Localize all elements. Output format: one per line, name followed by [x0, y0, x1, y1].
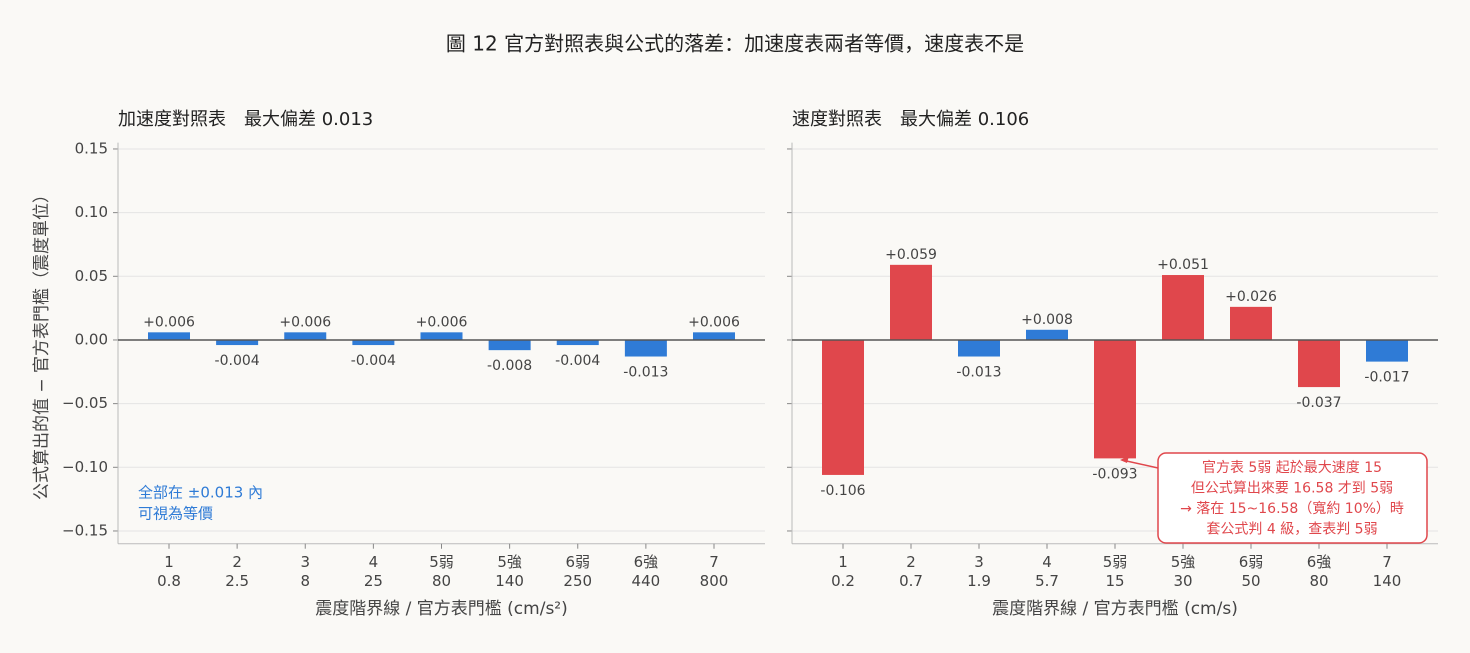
value-label: +0.006 — [143, 314, 195, 330]
value-label: -0.106 — [820, 483, 865, 499]
threshold-label: 0.7 — [899, 572, 923, 590]
y-tick-label: 0.05 — [75, 267, 108, 285]
x-tick-label: 1 — [164, 553, 174, 571]
y-tick-label: 0.15 — [75, 139, 108, 157]
x-tick-label: 3 — [300, 553, 310, 571]
y-tick-label: 0.10 — [75, 203, 108, 221]
y-tick-label: −0.10 — [62, 458, 108, 476]
bar — [148, 332, 190, 340]
value-label: +0.006 — [416, 314, 468, 330]
threshold-label: 800 — [700, 572, 729, 590]
value-label: -0.037 — [1296, 395, 1341, 411]
annotation-box — [1157, 452, 1428, 544]
threshold-label: 15 — [1105, 572, 1124, 590]
figure-title: 圖 12 官方對照表與公式的落差：加速度表兩者等價，速度表不是 — [446, 32, 1024, 56]
x-tick-label: 7 — [1382, 553, 1392, 571]
threshold-label: 0.8 — [157, 572, 181, 590]
y-axis-label: 公式算出的值 − 官方表門檻（震度單位） — [32, 186, 52, 500]
value-label: -0.004 — [351, 353, 396, 369]
threshold-label: 440 — [632, 572, 661, 590]
x-tick-label: 6弱 — [1239, 553, 1264, 571]
annotation-text: 套公式判 4 級，查表判 5弱 — [1206, 522, 1377, 538]
x-tick-label: 5弱 — [1103, 553, 1128, 571]
annotation-text: → 落在 15~16.58（寬約 10%）時 — [1180, 500, 1404, 517]
x-tick-label: 1 — [838, 553, 848, 571]
bar — [822, 339, 864, 475]
bar — [1162, 275, 1204, 340]
threshold-label: 80 — [432, 572, 451, 590]
x-tick-label: 6弱 — [565, 553, 590, 571]
value-label: +0.051 — [1157, 257, 1209, 273]
x-tick-label: 4 — [369, 553, 379, 571]
x-tick-label: 2 — [232, 553, 242, 571]
x-axis-label: 震度階界線 / 官方表門檻 (cm/s²) — [315, 599, 568, 619]
value-label: +0.026 — [1225, 289, 1277, 305]
annotation-text: 官方表 5弱 起於最大速度 15 — [1202, 460, 1382, 476]
subplot-title: 速度對照表 最大偏差 0.106 — [792, 109, 1029, 130]
bar — [624, 339, 667, 357]
threshold-label: 30 — [1173, 572, 1192, 590]
value-label: -0.008 — [487, 358, 532, 374]
value-label: -0.004 — [215, 353, 260, 369]
threshold-label: 8 — [300, 572, 310, 590]
annotation-text: 全部在 ±0.013 內 — [138, 484, 263, 502]
bar — [284, 332, 327, 340]
bar — [420, 332, 463, 340]
value-label: -0.004 — [555, 353, 600, 369]
y-tick-label: −0.05 — [62, 394, 108, 412]
x-tick-label: 5強 — [1171, 553, 1196, 571]
value-label: +0.006 — [688, 314, 740, 330]
bar — [890, 264, 932, 340]
bar — [1230, 306, 1272, 340]
annotation-arrow — [1121, 459, 1159, 469]
bar — [1298, 339, 1340, 388]
x-tick-label: 6強 — [634, 553, 659, 571]
x-tick-label: 7 — [709, 553, 719, 571]
bar — [352, 339, 395, 346]
value-label: -0.017 — [1364, 370, 1409, 386]
subplot-title: 加速度對照表 最大偏差 0.013 — [118, 109, 373, 130]
bar — [1366, 339, 1408, 362]
threshold-label: 2.5 — [225, 572, 249, 590]
x-axis-label: 震度階界線 / 官方表門檻 (cm/s) — [992, 599, 1238, 619]
y-tick-label: 0.00 — [75, 330, 108, 348]
x-tick-label: 5弱 — [429, 553, 454, 571]
annotation-text: 但公式算出來要 16.58 才到 5弱 — [1191, 481, 1393, 497]
x-tick-label: 6強 — [1307, 553, 1332, 571]
bar — [556, 339, 599, 346]
annotation-arrowhead — [1120, 456, 1129, 463]
y-tick-label: −0.15 — [62, 521, 108, 539]
value-label: -0.013 — [623, 365, 668, 381]
bar — [693, 332, 735, 340]
x-tick-label: 4 — [1042, 553, 1052, 571]
value-label: +0.059 — [885, 247, 937, 263]
value-label: -0.013 — [956, 365, 1001, 381]
bar — [216, 339, 259, 346]
annotation-text: 可視為等價 — [138, 505, 213, 523]
bar — [488, 339, 531, 351]
bar — [958, 339, 1000, 357]
threshold-label: 80 — [1309, 572, 1328, 590]
threshold-label: 25 — [364, 572, 383, 590]
x-tick-label: 2 — [906, 553, 916, 571]
x-tick-label: 5強 — [497, 553, 522, 571]
threshold-label: 50 — [1241, 572, 1260, 590]
threshold-label: 5.7 — [1035, 572, 1059, 590]
threshold-label: 140 — [1373, 572, 1402, 590]
value-label: +0.006 — [279, 314, 331, 330]
threshold-label: 1.9 — [967, 572, 991, 590]
bar — [1026, 329, 1068, 340]
value-label: +0.008 — [1021, 312, 1073, 328]
threshold-label: 250 — [563, 572, 592, 590]
threshold-label: 0.2 — [831, 572, 855, 590]
bar — [1094, 339, 1136, 459]
value-label: -0.093 — [1092, 466, 1137, 482]
threshold-label: 140 — [495, 572, 524, 590]
x-tick-label: 3 — [974, 553, 984, 571]
